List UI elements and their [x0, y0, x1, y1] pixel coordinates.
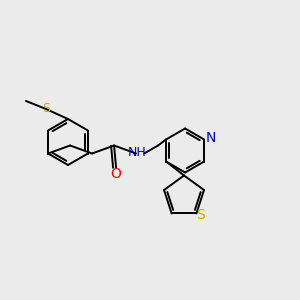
Text: S: S [196, 208, 205, 223]
Text: NH: NH [128, 146, 146, 159]
Text: S: S [42, 103, 50, 116]
Text: N: N [206, 131, 216, 146]
Text: O: O [111, 167, 122, 182]
